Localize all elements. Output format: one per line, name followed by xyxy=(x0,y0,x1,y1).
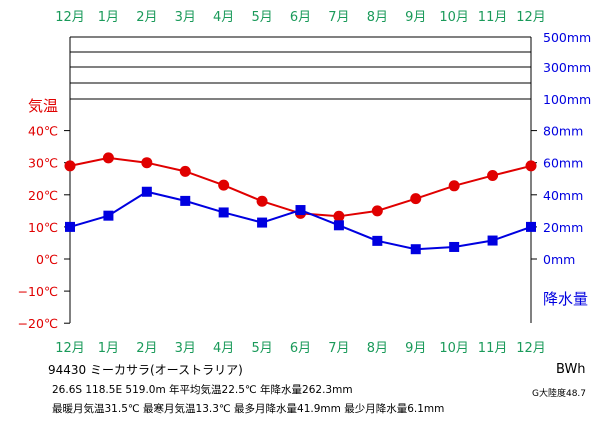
station-stats-extremes: 最暖月気温31.5℃ 最寒月気温13.3℃ 最多月降水量41.9mm 最少月降水… xyxy=(52,403,445,415)
temperature-point-3 xyxy=(179,165,191,177)
month-label-bottom-6: 6月 xyxy=(290,341,311,356)
temperature-point-11 xyxy=(487,170,499,182)
month-label-bottom-10: 10月 xyxy=(439,341,469,356)
precipitation-point-10 xyxy=(449,241,460,252)
right-tick-label-20: 20mm xyxy=(543,220,583,235)
month-label-top-5: 5月 xyxy=(251,10,272,25)
precipitation-point-4 xyxy=(218,207,229,218)
temperature-point-8 xyxy=(371,205,383,217)
right-tick-label-500: 500mm xyxy=(543,30,591,45)
month-label-top-6: 6月 xyxy=(290,10,311,25)
month-label-bottom-4: 4月 xyxy=(213,341,234,356)
left-axis-title: 気温 xyxy=(28,97,58,115)
precipitation-point-5 xyxy=(257,217,268,228)
month-label-bottom-1: 1月 xyxy=(98,341,119,356)
month-label-bottom-12: 12月 xyxy=(516,341,546,356)
month-label-bottom-0: 12月 xyxy=(55,341,85,356)
month-label-top-12: 12月 xyxy=(516,10,546,25)
continentality-index: G大陸度48.7 xyxy=(532,389,587,399)
left-tick-label-30: 30℃ xyxy=(28,156,58,171)
month-label-bottom-11: 11月 xyxy=(478,341,508,356)
month-label-bottom-3: 3月 xyxy=(175,341,196,356)
temperature-point-12 xyxy=(525,160,537,172)
left-tick-label-20: 20℃ xyxy=(28,188,58,203)
left-tick-label--20: −20℃ xyxy=(18,316,58,331)
temperature-point-0 xyxy=(64,160,76,172)
month-label-bottom-2: 2月 xyxy=(136,341,157,356)
precipitation-point-7 xyxy=(333,220,344,231)
precipitation-point-11 xyxy=(487,235,498,246)
right-tick-label-0: 0mm xyxy=(543,252,575,267)
precipitation-point-12 xyxy=(526,221,536,232)
precipitation-point-2 xyxy=(141,186,152,197)
right-tick-label-300: 300mm xyxy=(543,60,591,75)
left-tick-label-0: 0℃ xyxy=(36,252,58,267)
precipitation-point-1 xyxy=(103,210,114,221)
month-label-bottom-7: 7月 xyxy=(328,341,349,356)
month-label-top-11: 11月 xyxy=(478,10,508,25)
month-label-top-3: 3月 xyxy=(175,10,196,25)
month-label-bottom-5: 5月 xyxy=(251,341,272,356)
month-label-bottom-9: 9月 xyxy=(405,341,426,356)
month-label-top-8: 8月 xyxy=(367,10,388,25)
month-label-top-1: 1月 xyxy=(98,10,119,25)
precipitation-point-0 xyxy=(65,221,75,232)
precipitation-point-9 xyxy=(410,244,421,255)
month-label-top-0: 12月 xyxy=(55,10,85,25)
month-label-top-7: 7月 xyxy=(328,10,349,25)
precipitation-point-8 xyxy=(372,235,383,246)
right-tick-label-80: 80mm xyxy=(543,124,583,139)
temperature-point-1 xyxy=(102,152,114,164)
precipitation-point-6 xyxy=(295,205,306,216)
temperature-point-9 xyxy=(410,193,422,205)
left-tick-label-40: 40℃ xyxy=(28,124,58,139)
left-tick-label--10: −10℃ xyxy=(18,284,58,299)
precipitation-line xyxy=(69,190,532,251)
month-label-bottom-8: 8月 xyxy=(367,341,388,356)
month-label-top-9: 9月 xyxy=(405,10,426,25)
left-tick-label-10: 10℃ xyxy=(28,220,58,235)
precipitation-point-3 xyxy=(180,195,191,206)
koppen-climate-code: BWh xyxy=(556,362,586,377)
station-stats-location: 26.6S 118.5E 519.0m 年平均気温22.5℃ 年降水量262.3… xyxy=(52,384,353,396)
right-tick-label-100: 100mm xyxy=(543,92,591,107)
month-label-top-2: 2月 xyxy=(136,10,157,25)
right-tick-label-40: 40mm xyxy=(543,188,583,203)
temperature-point-4 xyxy=(218,179,230,191)
station-title: 94430 ミーカサラ(オーストラリア) xyxy=(48,363,243,377)
month-label-top-10: 10月 xyxy=(439,10,469,25)
temperature-point-10 xyxy=(448,180,460,192)
temperature-point-2 xyxy=(141,157,153,169)
month-label-top-4: 4月 xyxy=(213,10,234,25)
right-axis-title: 降水量 xyxy=(543,290,588,308)
temperature-point-7 xyxy=(333,210,345,222)
right-tick-label-60: 60mm xyxy=(543,156,583,171)
temperature-point-5 xyxy=(256,195,268,207)
